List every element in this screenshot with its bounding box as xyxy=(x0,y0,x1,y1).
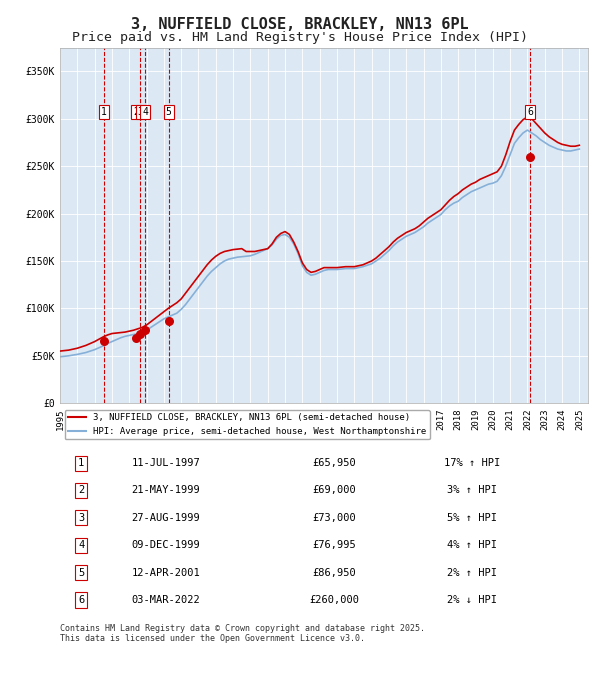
Text: £69,000: £69,000 xyxy=(313,486,356,496)
Text: 3: 3 xyxy=(137,107,143,116)
Text: Price paid vs. HM Land Registry's House Price Index (HPI): Price paid vs. HM Land Registry's House … xyxy=(72,31,528,44)
Text: 09-DEC-1999: 09-DEC-1999 xyxy=(131,540,200,550)
Text: 03-MAR-2022: 03-MAR-2022 xyxy=(131,595,200,605)
Text: £65,950: £65,950 xyxy=(313,458,356,468)
Text: 27-AUG-1999: 27-AUG-1999 xyxy=(131,513,200,523)
Text: 6: 6 xyxy=(78,595,84,605)
Text: 12-APR-2001: 12-APR-2001 xyxy=(131,568,200,577)
Text: 4: 4 xyxy=(142,107,148,116)
Point xyxy=(140,325,150,336)
Text: 4: 4 xyxy=(78,540,84,550)
Text: £86,950: £86,950 xyxy=(313,568,356,577)
Text: 2% ↑ HPI: 2% ↑ HPI xyxy=(447,568,497,577)
Point xyxy=(131,333,140,343)
Point xyxy=(526,151,535,162)
Text: 5: 5 xyxy=(166,107,172,116)
Text: 3% ↑ HPI: 3% ↑ HPI xyxy=(447,486,497,496)
Text: 1: 1 xyxy=(78,458,84,468)
Text: 2: 2 xyxy=(78,486,84,496)
Point xyxy=(99,335,109,346)
Text: 2% ↓ HPI: 2% ↓ HPI xyxy=(447,595,497,605)
Text: 21-MAY-1999: 21-MAY-1999 xyxy=(131,486,200,496)
Text: £73,000: £73,000 xyxy=(313,513,356,523)
Text: 1: 1 xyxy=(101,107,107,116)
Legend: 3, NUFFIELD CLOSE, BRACKLEY, NN13 6PL (semi-detached house), HPI: Average price,: 3, NUFFIELD CLOSE, BRACKLEY, NN13 6PL (s… xyxy=(65,410,430,439)
Point xyxy=(164,316,173,326)
Text: 11-JUL-1997: 11-JUL-1997 xyxy=(131,458,200,468)
Text: 3: 3 xyxy=(78,513,84,523)
Text: Contains HM Land Registry data © Crown copyright and database right 2025.
This d: Contains HM Land Registry data © Crown c… xyxy=(60,624,425,643)
Text: 17% ↑ HPI: 17% ↑ HPI xyxy=(444,458,500,468)
Text: 2: 2 xyxy=(133,107,139,116)
Text: 5% ↑ HPI: 5% ↑ HPI xyxy=(447,513,497,523)
Text: 3, NUFFIELD CLOSE, BRACKLEY, NN13 6PL: 3, NUFFIELD CLOSE, BRACKLEY, NN13 6PL xyxy=(131,17,469,32)
Text: 6: 6 xyxy=(527,107,533,116)
Text: £76,995: £76,995 xyxy=(313,540,356,550)
Text: 4% ↑ HPI: 4% ↑ HPI xyxy=(447,540,497,550)
Text: £260,000: £260,000 xyxy=(310,595,359,605)
Text: 5: 5 xyxy=(78,568,84,577)
Point xyxy=(136,328,145,339)
